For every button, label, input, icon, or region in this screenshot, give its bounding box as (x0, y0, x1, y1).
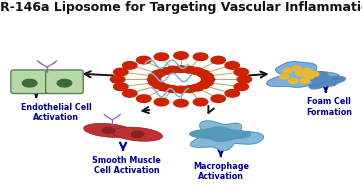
Circle shape (202, 76, 215, 83)
Circle shape (166, 86, 179, 92)
Circle shape (166, 66, 179, 73)
Circle shape (102, 127, 115, 134)
Polygon shape (190, 127, 251, 141)
Text: Smooth Muscle
Cell Activation: Smooth Muscle Cell Activation (92, 156, 161, 175)
Polygon shape (267, 62, 339, 87)
Circle shape (174, 86, 188, 93)
Circle shape (114, 68, 128, 76)
Circle shape (183, 66, 196, 73)
Text: Macrophage
Activation: Macrophage Activation (193, 162, 249, 181)
Text: Endothelial Cell
Activation: Endothelial Cell Activation (21, 103, 92, 122)
Circle shape (237, 76, 252, 83)
Circle shape (154, 53, 169, 60)
Circle shape (300, 78, 310, 83)
Circle shape (149, 79, 162, 86)
Circle shape (152, 70, 165, 77)
Circle shape (110, 76, 125, 83)
Text: Foam Cell
Formation: Foam Cell Formation (306, 97, 353, 117)
Circle shape (200, 79, 213, 86)
Polygon shape (113, 127, 163, 141)
Circle shape (22, 79, 37, 87)
Circle shape (211, 56, 226, 64)
Circle shape (302, 68, 312, 73)
Circle shape (279, 74, 289, 79)
Circle shape (131, 131, 144, 137)
Circle shape (183, 86, 196, 92)
Circle shape (159, 68, 172, 74)
Circle shape (225, 62, 240, 69)
Circle shape (193, 53, 208, 60)
Circle shape (193, 98, 208, 106)
Circle shape (174, 66, 188, 73)
Circle shape (114, 83, 128, 91)
Circle shape (296, 71, 305, 76)
Circle shape (197, 70, 210, 77)
Circle shape (136, 56, 151, 64)
Polygon shape (190, 121, 264, 150)
Circle shape (211, 95, 226, 102)
Circle shape (200, 73, 213, 80)
Circle shape (310, 72, 319, 77)
Circle shape (190, 84, 203, 91)
Circle shape (174, 99, 188, 107)
Circle shape (292, 66, 302, 71)
Circle shape (289, 78, 298, 83)
Circle shape (122, 62, 137, 69)
Circle shape (136, 95, 151, 102)
Circle shape (147, 76, 160, 83)
Circle shape (197, 82, 210, 89)
Circle shape (159, 84, 172, 91)
Circle shape (234, 68, 248, 76)
Circle shape (154, 98, 169, 106)
Circle shape (283, 68, 292, 73)
Circle shape (305, 74, 314, 79)
Circle shape (57, 79, 72, 87)
Circle shape (190, 68, 203, 74)
Circle shape (122, 90, 137, 97)
FancyBboxPatch shape (11, 70, 49, 94)
Polygon shape (84, 123, 134, 137)
Circle shape (149, 73, 162, 80)
Circle shape (234, 83, 248, 91)
Circle shape (225, 90, 240, 97)
Circle shape (174, 52, 188, 59)
Circle shape (152, 82, 165, 89)
Polygon shape (308, 72, 345, 89)
FancyBboxPatch shape (46, 70, 83, 94)
Text: miR-146a Liposome for Targeting Vascular Inflammation: miR-146a Liposome for Targeting Vascular… (0, 1, 362, 14)
